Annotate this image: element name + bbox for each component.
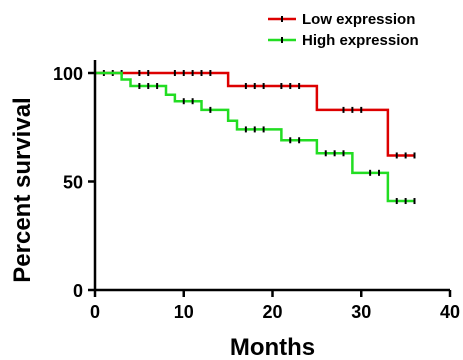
- x-tick-label: 0: [90, 302, 100, 322]
- x-tick-label: 10: [174, 302, 194, 322]
- ticks: 0 10 20 30 40 0 50 100: [53, 64, 460, 322]
- series-layer: [95, 70, 416, 205]
- legend-item: High expression: [268, 32, 419, 49]
- legend: Low expression High expression: [268, 11, 419, 49]
- survival-line: [95, 71, 415, 203]
- x-axis-title: Months: [230, 334, 315, 360]
- y-axis-title: Percent survival: [9, 97, 36, 282]
- axes: [93, 60, 450, 292]
- survival-line: [95, 71, 415, 157]
- y-tick-label: 100: [53, 64, 83, 84]
- y-tick-label: 50: [63, 173, 83, 193]
- legend-label: Low expression: [302, 11, 415, 28]
- series-high-expression: [95, 71, 416, 205]
- x-tick-label: 30: [351, 302, 371, 322]
- legend-label: High expression: [302, 32, 419, 49]
- y-tick-label: 0: [73, 281, 83, 301]
- legend-item: Low expression: [268, 11, 415, 28]
- x-tick-label: 20: [262, 302, 282, 322]
- x-tick-label: 40: [440, 302, 460, 322]
- series-low-expression: [95, 70, 416, 159]
